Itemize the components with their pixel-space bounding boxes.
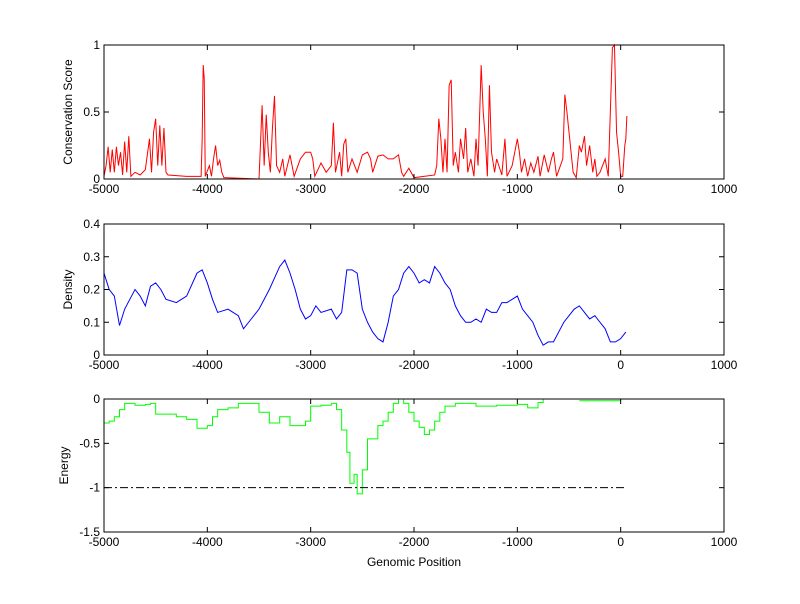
series-conservation xyxy=(104,43,628,179)
x-tick-label: -1000 xyxy=(502,358,533,372)
subplot-3: -5000 -4000 -3000 -2000 -1000 0 1000 -1.5 -1 -0.5… xyxy=(57,392,738,569)
y-tick-label: 0 xyxy=(93,348,100,362)
x-tick-label: -1000 xyxy=(502,182,533,196)
y-tick-label: 0.2 xyxy=(83,283,100,297)
x-tick-label: -2000 xyxy=(399,182,430,196)
x-tick-label: -3000 xyxy=(295,182,326,196)
x-axis-label: Genomic Position xyxy=(367,555,461,569)
x-tick-label: 0 xyxy=(617,358,624,372)
axes-box xyxy=(103,223,725,356)
x-tick-label: 0 xyxy=(617,535,624,549)
x-tick-label: -3000 xyxy=(295,358,326,372)
y-tick-label: 1 xyxy=(93,38,100,52)
y-tick-label: 0.1 xyxy=(83,315,100,329)
subplot-2: -5000 -4000 -3000 -2000 -1000 0 1000 0 0.1 0.2 0.3… xyxy=(61,217,738,372)
y-tick-label: 0 xyxy=(93,172,100,186)
x-tick-label: 0 xyxy=(617,182,624,196)
subplot-1: -5000 -4000 -3000 -2000 -1000 0 1000 0 0.5 1 Conse… xyxy=(61,38,738,196)
x-tick-label: 1000 xyxy=(711,182,738,196)
x-tick-label: -5000 xyxy=(89,182,120,196)
x-tick-label: -4000 xyxy=(192,535,223,549)
y-tick-label: 0.5 xyxy=(83,105,100,119)
y-axis-label: Energy xyxy=(57,446,71,484)
x-tick-label: 1000 xyxy=(711,358,738,372)
y-tick-label: 0 xyxy=(93,392,100,406)
series-energy xyxy=(104,398,544,495)
x-tick-label: -2000 xyxy=(399,535,430,549)
y-axis-label: Density xyxy=(61,269,75,309)
x-tick-label: -4000 xyxy=(192,182,223,196)
x-tick-label: -4000 xyxy=(192,358,223,372)
y-tick-label: 0.3 xyxy=(83,250,100,264)
series-density xyxy=(104,259,627,346)
x-tick-label: -2000 xyxy=(399,358,430,372)
x-tick-label: -3000 xyxy=(295,535,326,549)
x-tick-label: -1000 xyxy=(502,535,533,549)
y-tick-label: -1 xyxy=(89,481,100,495)
y-axis-label: Conservation Score xyxy=(61,59,75,165)
x-tick-label: -5000 xyxy=(89,358,120,372)
y-tick-label: -0.5 xyxy=(79,436,100,450)
y-tick-label: -1.5 xyxy=(79,525,100,539)
y-tick-label: 0.4 xyxy=(83,217,100,231)
axes-box xyxy=(103,44,725,180)
x-tick-label: -5000 xyxy=(89,535,120,549)
x-tick-label: 1000 xyxy=(711,535,738,549)
